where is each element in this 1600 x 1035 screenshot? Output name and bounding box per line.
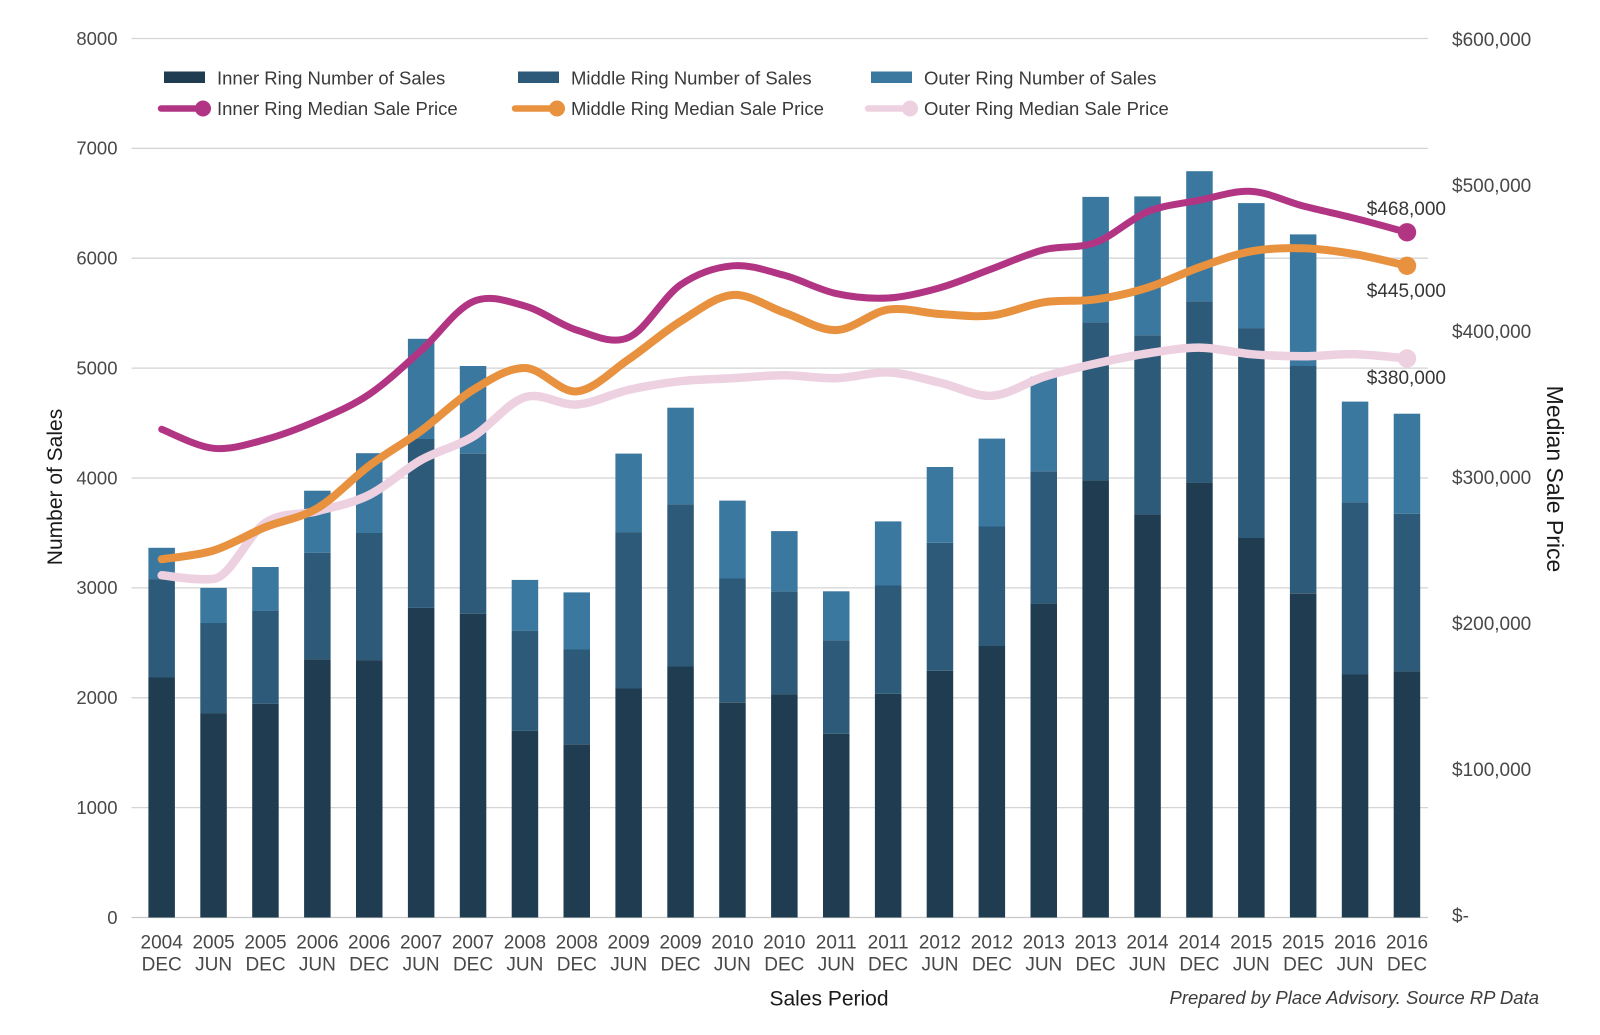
svg-text:2004: 2004 xyxy=(141,933,184,954)
svg-text:2005: 2005 xyxy=(192,933,234,954)
svg-text:2005: 2005 xyxy=(244,933,286,954)
svg-text:2012: 2012 xyxy=(919,933,961,954)
svg-text:6000: 6000 xyxy=(76,248,117,269)
svg-text:0: 0 xyxy=(107,907,117,928)
svg-text:2016: 2016 xyxy=(1334,933,1376,954)
svg-text:Prepared by Place Advisory. So: Prepared by Place Advisory. Source RP Da… xyxy=(1170,987,1540,1008)
svg-text:$300,000: $300,000 xyxy=(1452,468,1531,489)
svg-text:1000: 1000 xyxy=(76,797,117,818)
svg-text:2011: 2011 xyxy=(868,933,909,954)
svg-text:2013: 2013 xyxy=(1023,933,1065,954)
svg-text:JUN: JUN xyxy=(506,955,543,976)
svg-text:2014: 2014 xyxy=(1178,933,1221,954)
svg-text:2010: 2010 xyxy=(711,933,753,954)
svg-text:2007: 2007 xyxy=(400,933,442,954)
svg-text:JUN: JUN xyxy=(818,955,855,976)
svg-text:DEC: DEC xyxy=(557,955,597,976)
svg-text:2013: 2013 xyxy=(1074,933,1116,954)
svg-text:JUN: JUN xyxy=(922,955,959,976)
svg-text:DEC: DEC xyxy=(1179,955,1219,976)
svg-text:2008: 2008 xyxy=(556,933,598,954)
svg-text:2012: 2012 xyxy=(971,933,1013,954)
svg-text:$500,000: $500,000 xyxy=(1452,176,1531,197)
svg-text:2007: 2007 xyxy=(452,933,494,954)
svg-text:Outer Ring Number of Sales: Outer Ring Number of Sales xyxy=(924,68,1156,89)
svg-text:2006: 2006 xyxy=(296,933,338,954)
svg-text:DEC: DEC xyxy=(661,955,701,976)
svg-text:Median Sale Price: Median Sale Price xyxy=(1542,386,1568,573)
svg-text:4000: 4000 xyxy=(76,467,117,488)
svg-text:2014: 2014 xyxy=(1126,933,1169,954)
svg-text:Number of Sales: Number of Sales xyxy=(44,409,67,565)
svg-text:DEC: DEC xyxy=(764,955,804,976)
svg-text:2010: 2010 xyxy=(763,933,805,954)
svg-text:JUN: JUN xyxy=(714,955,751,976)
svg-text:$468,000: $468,000 xyxy=(1367,199,1446,220)
svg-text:DEC: DEC xyxy=(972,955,1012,976)
svg-text:3000: 3000 xyxy=(76,577,117,598)
svg-text:$400,000: $400,000 xyxy=(1452,322,1531,343)
svg-text:DEC: DEC xyxy=(245,955,285,976)
svg-text:JUN: JUN xyxy=(403,955,440,976)
svg-text:JUN: JUN xyxy=(1129,955,1166,976)
svg-text:$380,000: $380,000 xyxy=(1367,368,1446,389)
svg-text:JUN: JUN xyxy=(610,955,647,976)
svg-text:2009: 2009 xyxy=(659,933,701,954)
svg-text:2015: 2015 xyxy=(1282,933,1324,954)
svg-text:2015: 2015 xyxy=(1230,933,1272,954)
svg-text:DEC: DEC xyxy=(1076,955,1116,976)
svg-text:2000: 2000 xyxy=(76,687,117,708)
svg-text:DEC: DEC xyxy=(868,955,908,976)
svg-text:$100,000: $100,000 xyxy=(1452,760,1531,781)
svg-text:Middle Ring Median Sale Price: Middle Ring Median Sale Price xyxy=(571,98,824,119)
svg-text:$200,000: $200,000 xyxy=(1452,614,1531,635)
svg-text:JUN: JUN xyxy=(299,955,336,976)
svg-text:2016: 2016 xyxy=(1386,933,1428,954)
svg-text:DEC: DEC xyxy=(142,955,182,976)
svg-text:$-: $- xyxy=(1452,906,1469,927)
svg-text:Inner Ring Median Sale Price: Inner Ring Median Sale Price xyxy=(217,98,458,119)
svg-text:2009: 2009 xyxy=(608,933,650,954)
svg-text:2011: 2011 xyxy=(816,933,857,954)
svg-text:$600,000: $600,000 xyxy=(1452,30,1531,51)
svg-text:JUN: JUN xyxy=(1233,955,1270,976)
svg-text:2008: 2008 xyxy=(504,933,546,954)
svg-text:7000: 7000 xyxy=(76,138,117,159)
svg-text:$445,000: $445,000 xyxy=(1367,281,1446,302)
svg-text:JUN: JUN xyxy=(1337,955,1374,976)
svg-text:Middle Ring Number of Sales: Middle Ring Number of Sales xyxy=(571,68,812,89)
svg-text:JUN: JUN xyxy=(195,955,232,976)
svg-text:Inner Ring Number of Sales: Inner Ring Number of Sales xyxy=(217,68,445,89)
svg-text:5000: 5000 xyxy=(76,357,117,378)
svg-text:JUN: JUN xyxy=(1025,955,1062,976)
svg-text:Outer Ring Median Sale Price: Outer Ring Median Sale Price xyxy=(924,98,1169,119)
svg-text:Sales Period: Sales Period xyxy=(769,988,888,1011)
svg-text:DEC: DEC xyxy=(453,955,493,976)
svg-text:DEC: DEC xyxy=(349,955,389,976)
svg-text:8000: 8000 xyxy=(76,28,117,49)
svg-text:2006: 2006 xyxy=(348,933,390,954)
svg-text:DEC: DEC xyxy=(1387,955,1427,976)
svg-text:DEC: DEC xyxy=(1283,955,1323,976)
